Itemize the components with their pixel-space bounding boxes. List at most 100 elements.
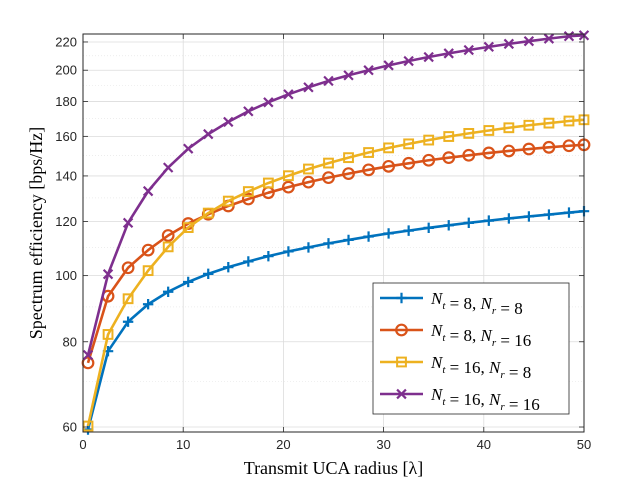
legend-subscript: r <box>492 305 497 317</box>
data-point <box>122 316 134 327</box>
data-point <box>363 147 374 158</box>
x-tick-label: 10 <box>176 437 190 452</box>
data-point <box>122 293 134 305</box>
data-point <box>161 229 175 242</box>
data-point <box>543 117 555 129</box>
x-tick-label: 30 <box>376 437 390 452</box>
legend-text-part: = 8, <box>445 294 480 313</box>
y-axis-label: Spectrum efficiency [bps/Hz] <box>26 127 46 340</box>
data-point <box>503 213 515 224</box>
series-line <box>86 143 585 364</box>
data-point <box>362 163 375 177</box>
data-point <box>283 170 294 182</box>
data-point <box>263 250 274 262</box>
legend-text-part: N <box>430 385 444 404</box>
legend-text-part: = 16 <box>496 331 531 350</box>
data-point <box>323 238 334 249</box>
data-point <box>343 152 354 164</box>
data-point <box>142 299 154 310</box>
legend-text-part: N <box>430 321 444 340</box>
data-point <box>503 122 515 134</box>
data-point <box>463 217 474 229</box>
data-point <box>222 195 234 207</box>
data-point <box>443 131 455 142</box>
data-point <box>343 234 354 246</box>
legend-text-part: = 8 <box>496 299 523 318</box>
data-point <box>162 241 174 253</box>
legend-label: Nt = 8, Nr = 8 <box>430 289 523 318</box>
legend-marker <box>396 292 407 304</box>
data-point <box>403 138 415 150</box>
data-point <box>462 148 476 162</box>
y-tick-label: 160 <box>55 129 77 144</box>
x-tick-label: 40 <box>477 437 491 452</box>
data-point <box>522 142 536 156</box>
legend-subscript: r <box>500 401 505 413</box>
legend-subscript: r <box>492 337 497 349</box>
data-point <box>303 82 314 93</box>
data-point <box>423 222 434 234</box>
data-point <box>121 261 135 275</box>
data-point <box>343 70 354 81</box>
x-tick-label: 20 <box>276 437 290 452</box>
legend-marker <box>396 388 407 400</box>
data-point <box>283 246 294 257</box>
legend-label: Nt = 8, Nr = 16 <box>430 321 531 350</box>
data-point <box>523 119 535 131</box>
legend-entry: Nt = 8, Nr = 16 <box>380 321 531 350</box>
plot-frame <box>82 33 585 433</box>
series-line <box>86 118 585 427</box>
data-point <box>183 143 194 154</box>
data-point <box>363 65 374 76</box>
data-point <box>543 209 555 220</box>
data-point <box>563 31 575 42</box>
legend-text-part: N <box>488 358 502 377</box>
data-point <box>322 171 335 185</box>
data-point <box>162 286 174 297</box>
x-tick-label: 0 <box>79 437 86 452</box>
y-tick-label: 220 <box>55 34 77 49</box>
data-point <box>423 51 434 63</box>
data-point <box>463 127 475 139</box>
legend-text-part: N <box>430 353 444 372</box>
y-tick-label: 80 <box>63 334 77 349</box>
data-point <box>563 115 575 127</box>
data-point <box>503 38 515 50</box>
data-point <box>443 220 454 231</box>
y-tick-label: 120 <box>55 214 77 229</box>
data-point <box>422 153 436 167</box>
data-point <box>142 185 154 197</box>
data-point <box>202 207 214 219</box>
data-point <box>383 142 395 154</box>
data-point <box>203 128 214 140</box>
data-point <box>263 97 274 108</box>
legend-subscript: t <box>442 396 446 408</box>
legend-marker <box>396 356 407 368</box>
data-point <box>242 186 254 197</box>
legend-text-part: = 8, <box>445 326 480 345</box>
legend-text-part: = 16, <box>445 390 489 409</box>
legend-label: Nt = 16, Nr = 16 <box>430 385 540 414</box>
data-point <box>283 89 294 100</box>
data-point <box>402 156 416 170</box>
data-point <box>102 329 114 340</box>
data-point <box>282 180 295 194</box>
data-point <box>262 177 274 189</box>
legend-box <box>372 282 570 415</box>
data-point <box>423 134 435 146</box>
y-tick-label: 180 <box>55 94 77 109</box>
data-point <box>442 151 456 165</box>
legend-marker <box>395 323 408 337</box>
series-x <box>82 30 590 361</box>
data-point <box>303 242 314 253</box>
legend-text-part: N <box>430 289 444 308</box>
data-point <box>243 106 254 117</box>
data-point <box>203 268 214 280</box>
data-point <box>483 215 495 226</box>
data-point <box>182 222 194 233</box>
legend-subscript: t <box>442 364 446 376</box>
y-tick-label: 140 <box>55 168 77 183</box>
data-point <box>403 55 414 67</box>
